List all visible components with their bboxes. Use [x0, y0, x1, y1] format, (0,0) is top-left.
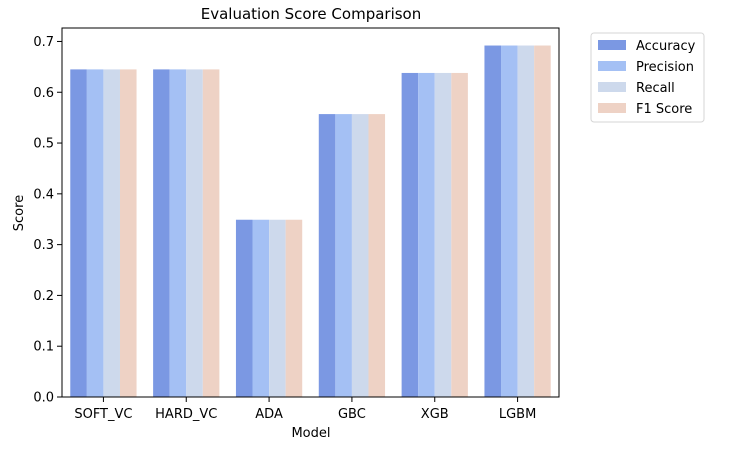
legend-label: Recall — [636, 81, 675, 96]
y-tick-label: 0.2 — [33, 289, 54, 304]
bar-lgbm-accuracy — [484, 45, 502, 397]
plot-frame — [61, 27, 560, 398]
bar-xgb-recall — [434, 72, 452, 398]
legend-label: Precision — [636, 60, 694, 75]
y-tick-label: 0.1 — [33, 340, 54, 355]
legend-frame — [590, 32, 705, 123]
legend-swatch — [598, 103, 626, 113]
bar-ada-precision — [252, 219, 270, 397]
bar-lgbm-recall — [517, 45, 535, 397]
bar-ada-recall — [269, 219, 286, 397]
bar-lgbm-f1-score — [534, 45, 551, 397]
x-tick-label: LGBM — [499, 407, 536, 422]
bar-hard-vc-precision — [169, 69, 187, 397]
x-tick-label: SOFT_VC — [74, 407, 132, 422]
x-tick-label: GBC — [338, 407, 366, 422]
y-tick-label: 0.7 — [33, 35, 54, 50]
bar-soft-vc-recall — [103, 69, 120, 397]
y-tick-label: 0.0 — [33, 391, 54, 406]
legend-label: Accuracy — [636, 39, 696, 54]
legend-swatch — [598, 40, 626, 50]
bar-xgb-accuracy — [401, 72, 419, 398]
x-axis: SOFT_VC HARD_VC ADA GBC XGB LGBM — [74, 397, 536, 422]
bar-gbc-f1-score — [368, 114, 386, 397]
legend-label: F1 Score — [636, 102, 692, 117]
bar-gbc-precision — [335, 114, 352, 397]
chart-title: Evaluation Score Comparison — [201, 5, 422, 23]
bar-hard-vc-recall — [186, 69, 203, 397]
bar-gbc-recall — [351, 114, 369, 397]
bar-soft-vc-accuracy — [70, 69, 87, 397]
bars-group — [70, 45, 551, 398]
legend-swatch — [598, 82, 626, 92]
bar-gbc-accuracy — [318, 114, 336, 397]
y-axis: 0.0 0.1 0.2 0.3 0.4 0.5 0.6 0.7 — [33, 35, 62, 406]
legend-swatch — [598, 61, 626, 71]
y-tick-label: 0.4 — [33, 187, 54, 202]
x-tick-label: HARD_VC — [155, 407, 217, 422]
x-tick-label: XGB — [421, 407, 449, 422]
y-tick-label: 0.3 — [33, 238, 54, 253]
x-axis-label: Model — [291, 426, 330, 441]
y-tick-label: 0.6 — [33, 86, 54, 101]
bar-hard-vc-accuracy — [153, 69, 170, 397]
bar-ada-accuracy — [235, 219, 253, 397]
bar-ada-f1-score — [285, 219, 303, 397]
legend: Accuracy Precision Recall F1 Score — [590, 32, 705, 123]
bar-hard-vc-f1-score — [202, 69, 220, 397]
y-axis-label: Score — [12, 195, 27, 231]
bar-lgbm-precision — [501, 45, 518, 397]
y-tick-label: 0.5 — [33, 137, 54, 152]
bar-xgb-f1-score — [451, 72, 468, 398]
x-tick-label: ADA — [255, 407, 283, 422]
bar-soft-vc-f1-score — [119, 69, 137, 397]
bar-soft-vc-precision — [86, 69, 104, 397]
bar-xgb-precision — [418, 72, 435, 398]
